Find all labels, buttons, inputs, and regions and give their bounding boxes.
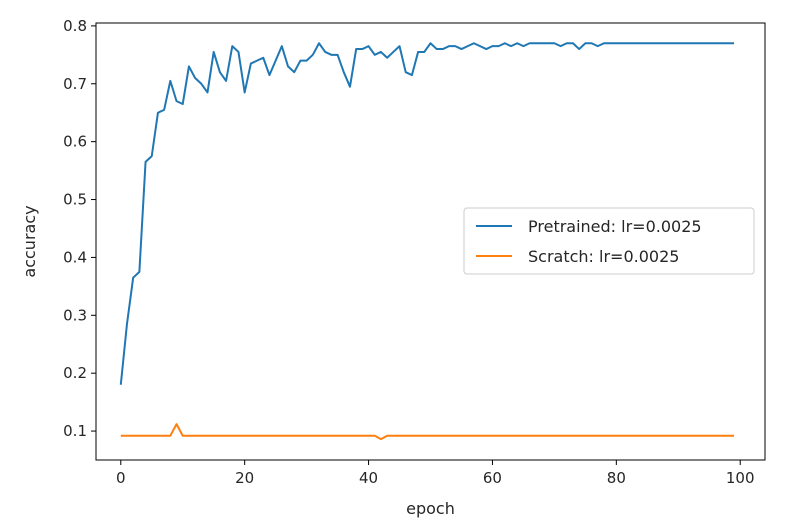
legend: Pretrained: lr=0.0025 Scratch: lr=0.0025	[463, 207, 755, 275]
x-tick-label: 20	[235, 469, 254, 487]
y-tick-label: 0.7	[63, 75, 87, 93]
plot-area-frame	[95, 22, 766, 461]
y-tick-label: 0.5	[63, 191, 87, 209]
series-line-pretrained	[119, 42, 735, 385]
x-tick-label: 80	[607, 469, 626, 487]
y-tick-label: 0.3	[63, 306, 87, 324]
series-layer	[119, 42, 735, 441]
y-tick-label: 0.6	[63, 133, 87, 151]
x-axis-label: epoch	[406, 499, 455, 518]
y-axis-label: accuracy	[20, 205, 39, 277]
legend-box	[463, 207, 755, 275]
y-tick-label: 0.2	[63, 364, 87, 382]
x-tick-label: 0	[116, 469, 126, 487]
ticks-layer: 0 20 40 60 80 100 0.1 0.2 0.3 0.4 0.5 0.6 0.7 0.8	[63, 17, 754, 487]
series-line-scratch	[120, 423, 735, 441]
x-tick-label: 60	[483, 469, 502, 487]
y-tick-label: 0.4	[63, 248, 87, 266]
y-tick-label: 0.1	[63, 422, 87, 440]
y-tick-label: 0.8	[63, 17, 87, 35]
legend-label-scratch: Scratch: lr=0.0025	[528, 247, 679, 266]
x-tick-label: 100	[726, 469, 755, 487]
x-tick-label: 40	[359, 469, 378, 487]
legend-label-pretrained: Pretrained: lr=0.0025	[528, 217, 702, 236]
